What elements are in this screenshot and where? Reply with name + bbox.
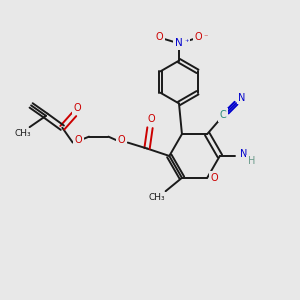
Text: O: O bbox=[194, 32, 202, 43]
Text: O: O bbox=[148, 114, 155, 124]
Text: O: O bbox=[156, 32, 164, 43]
Text: CH₃: CH₃ bbox=[15, 129, 32, 138]
Text: N: N bbox=[240, 149, 247, 160]
Text: O: O bbox=[211, 173, 218, 183]
Text: ⁻: ⁻ bbox=[203, 32, 208, 41]
Text: C: C bbox=[220, 110, 226, 120]
Text: ⁺: ⁺ bbox=[184, 38, 189, 47]
Text: CH₃: CH₃ bbox=[149, 193, 166, 202]
Text: O: O bbox=[117, 135, 125, 145]
Text: N: N bbox=[238, 93, 246, 103]
Text: O: O bbox=[75, 135, 82, 145]
Text: O: O bbox=[74, 103, 81, 113]
Text: H: H bbox=[248, 156, 255, 166]
Text: N: N bbox=[175, 38, 183, 48]
